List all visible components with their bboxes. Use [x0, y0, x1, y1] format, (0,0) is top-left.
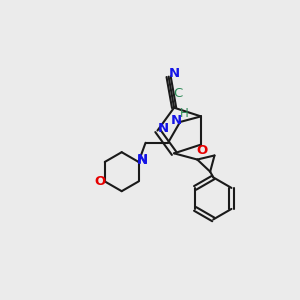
Text: N: N — [157, 122, 169, 136]
Text: O: O — [197, 143, 208, 157]
Text: N: N — [169, 67, 180, 80]
Text: N: N — [171, 114, 182, 127]
Text: N: N — [137, 154, 148, 167]
Text: H: H — [180, 107, 189, 120]
Text: C: C — [174, 87, 183, 100]
Text: N: N — [137, 153, 148, 166]
Text: O: O — [95, 175, 106, 188]
